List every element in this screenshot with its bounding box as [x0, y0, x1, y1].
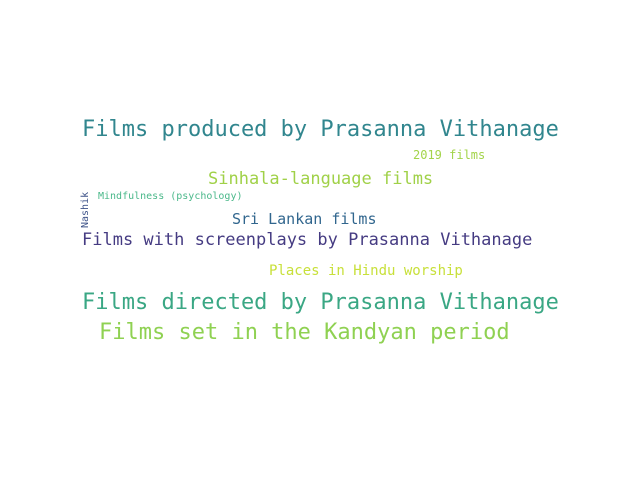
word-films-produced: Films produced by Prasanna Vithanage: [82, 117, 559, 142]
word-nashik: Nashik: [80, 191, 91, 228]
word-sri-lankan-films: Sri Lankan films: [232, 210, 377, 228]
word-sinhala-language-films: Sinhala-language films: [208, 169, 434, 189]
word-films-screenplays: Films with screenplays by Prasanna Vitha…: [82, 230, 533, 250]
word-mindfulness: Mindfulness (psychology): [98, 191, 243, 202]
word-2019-films: 2019 films: [413, 148, 486, 162]
word-films-directed: Films directed by Prasanna Vithanage: [82, 290, 559, 315]
word-films-kandyan-period: Films set in the Kandyan period: [99, 320, 510, 345]
word-places-hindu-worship: Places in Hindu worship: [269, 263, 463, 279]
